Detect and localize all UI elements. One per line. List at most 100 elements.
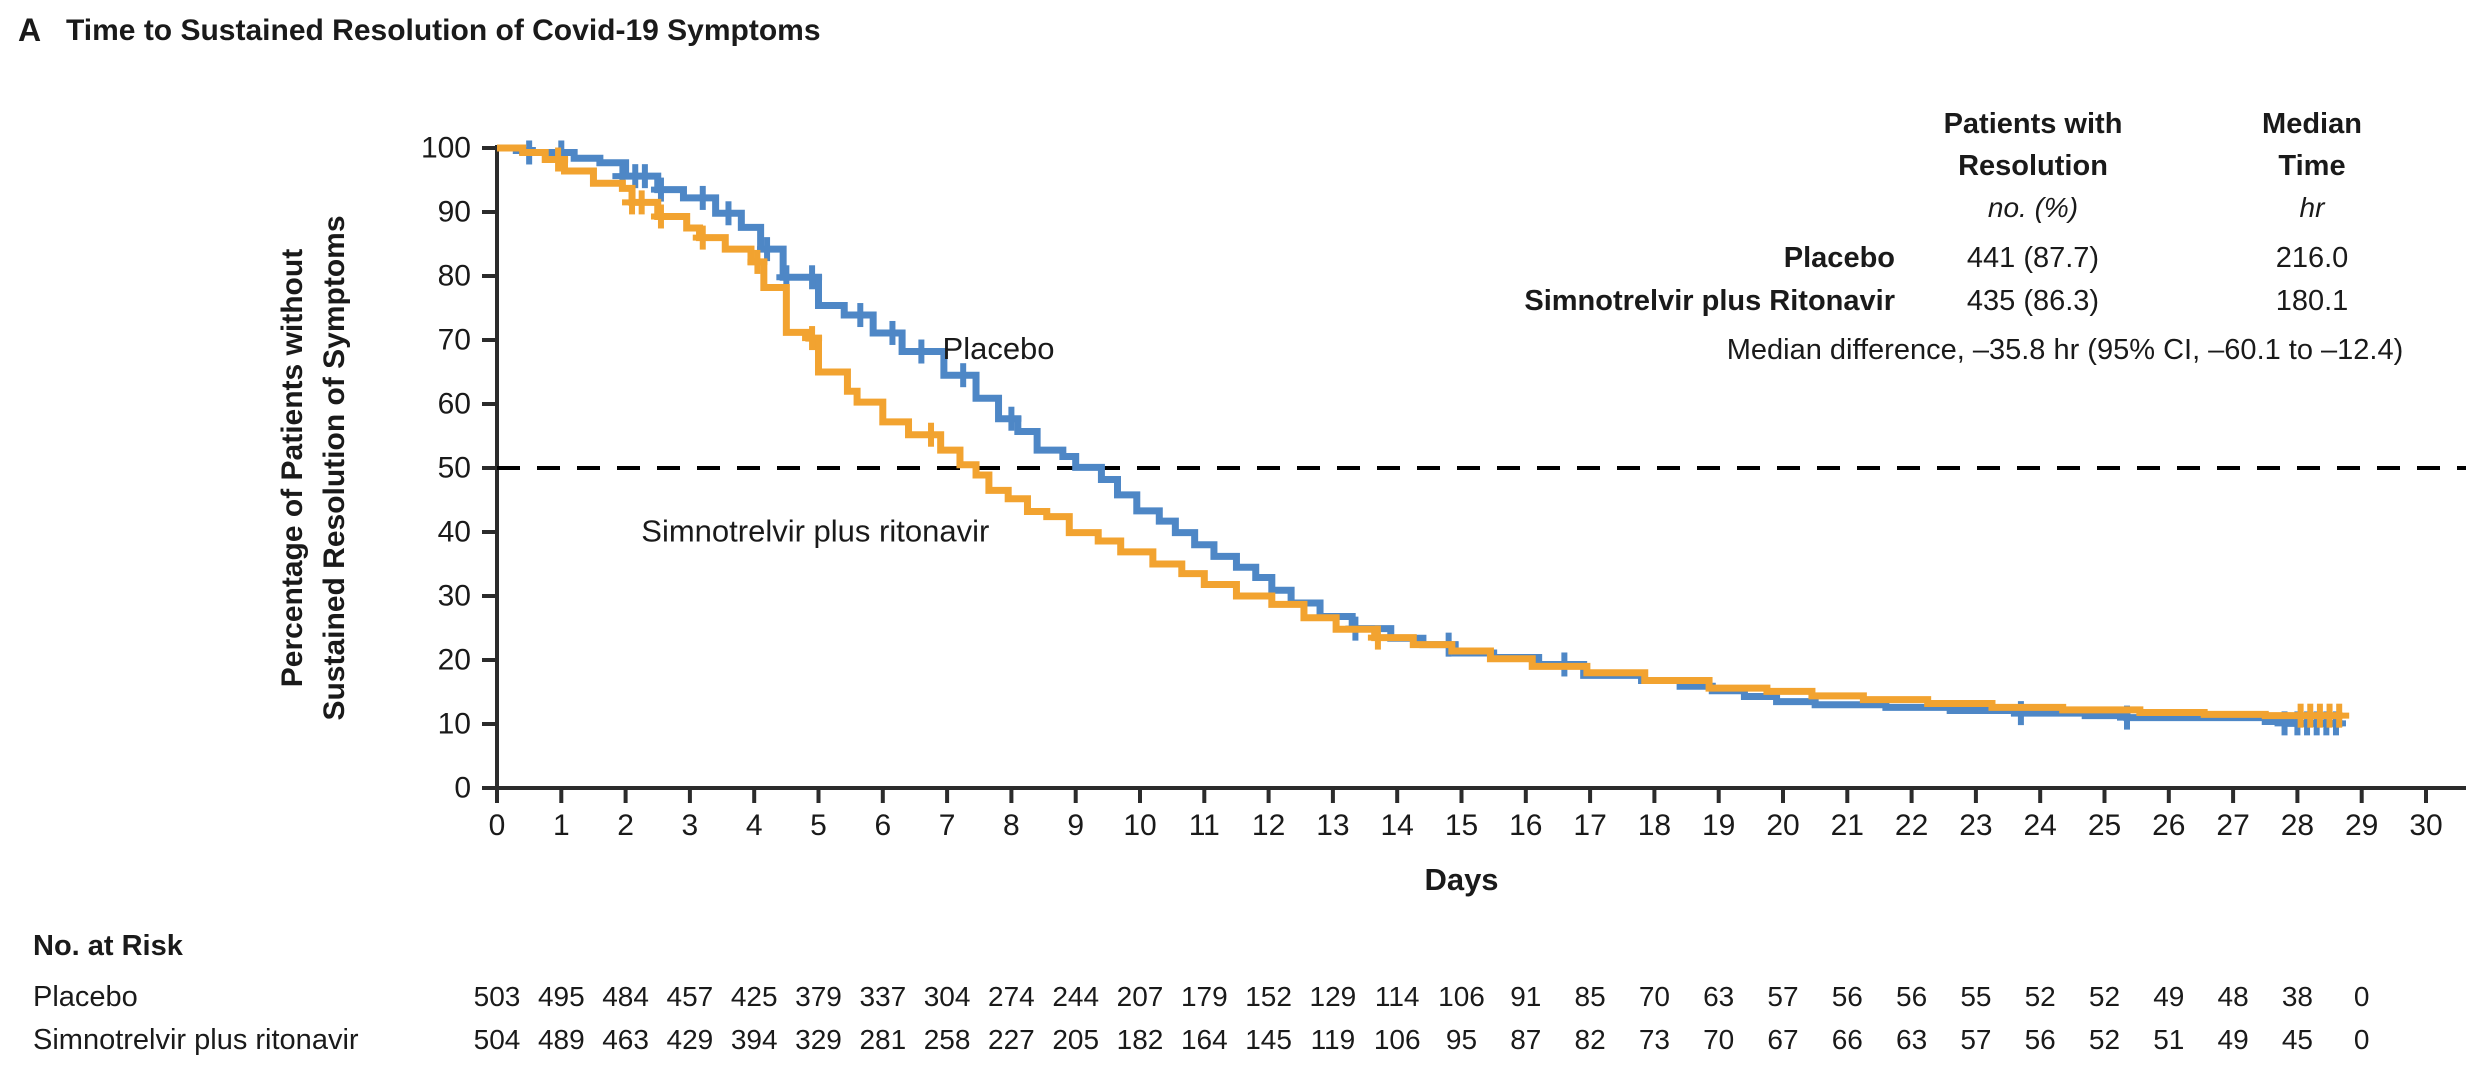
x-tick-label: 12: [1252, 809, 1285, 842]
at-risk-value: 304: [923, 981, 971, 1012]
x-tick-label: 29: [2345, 809, 2378, 842]
x-tick-label: 17: [1573, 809, 1606, 842]
x-tick-label: 0: [489, 809, 506, 842]
at-risk-value: 0: [2353, 981, 2370, 1012]
x-tick-label: 3: [682, 809, 699, 842]
x-tick-label: 18: [1638, 809, 1671, 842]
at-risk-value: 281: [859, 1024, 907, 1055]
at-risk-value: 51: [2153, 1024, 2185, 1055]
x-tick-label: 16: [1509, 809, 1542, 842]
stats-row-placebo-median: 216.0: [2275, 242, 2349, 274]
at-risk-value: 49: [2153, 981, 2185, 1012]
y-tick-label: 90: [438, 196, 471, 229]
at-risk-value: 145: [1245, 1024, 1292, 1055]
y-tick-label: 20: [438, 644, 471, 677]
at-risk-value: 66: [1831, 1024, 1863, 1055]
at-risk-value: 495: [537, 981, 585, 1012]
figure-title: Time to Sustained Resolution of Covid-19…: [66, 14, 821, 47]
x-tick-label: 28: [2281, 809, 2314, 842]
y-tick-label: 50: [438, 452, 471, 485]
y-axis-title-line2: Sustained Resolution of Symptoms: [318, 215, 351, 720]
at-risk-value: 457: [666, 981, 714, 1012]
x-tick-label: 22: [1895, 809, 1928, 842]
at-risk-value: 63: [1703, 981, 1735, 1012]
stats-row-simnotrelvir-resolution: 435 (86.3): [1966, 285, 2100, 317]
curve-label-simnotrelvir: Simnotrelvir plus ritonavir: [641, 514, 989, 549]
at-risk-value: 57: [1960, 1024, 1992, 1055]
at-risk-value: 425: [730, 981, 778, 1012]
at-risk-value: 179: [1180, 981, 1228, 1012]
at-risk-value: 274: [988, 981, 1035, 1012]
at-risk-value: 55: [1960, 981, 1992, 1012]
x-tick-label: 19: [1702, 809, 1735, 842]
km-curve-simnotrelvir: [497, 144, 2343, 720]
x-tick-label: 20: [1766, 809, 1799, 842]
x-axis-title: Days: [1424, 862, 1498, 897]
y-tick-label: 40: [438, 516, 471, 549]
x-tick-label: 21: [1831, 809, 1864, 842]
x-tick-label: 13: [1316, 809, 1349, 842]
at-risk-value: 205: [1052, 1024, 1100, 1055]
stats-row-label-placebo: Placebo: [1783, 242, 1895, 274]
at-risk-value: 48: [2217, 981, 2249, 1012]
at-risk-value: 379: [795, 981, 842, 1012]
at-risk-value: 73: [1638, 1024, 1670, 1055]
x-tick-label: 23: [1959, 809, 1992, 842]
at-risk-value: 70: [1703, 1024, 1735, 1055]
at-risk-value: 337: [859, 981, 907, 1012]
x-tick-label: 27: [2216, 809, 2249, 842]
y-axis-title-line1: Percentage of Patients without: [276, 249, 309, 687]
stats-row-placebo-resolution: 441 (87.7): [1966, 242, 2100, 274]
at-risk-value: 52: [2024, 981, 2056, 1012]
x-tick-label: 10: [1123, 809, 1156, 842]
at-risk-value: 394: [730, 1024, 778, 1055]
x-tick-label: 15: [1445, 809, 1478, 842]
at-risk-value: 152: [1245, 981, 1292, 1012]
at-risk-value: 56: [2024, 1024, 2056, 1055]
y-tick-label: 10: [438, 708, 471, 741]
y-tick-label: 30: [438, 580, 471, 613]
x-tick-label: 6: [874, 809, 891, 842]
at-risk-value: 95: [1445, 1024, 1478, 1055]
curve-label-placebo: Placebo: [943, 331, 1055, 366]
x-tick-label: 25: [2088, 809, 2121, 842]
x-tick-label: 7: [939, 809, 956, 842]
x-tick-label: 5: [810, 809, 827, 842]
at-risk-value: 82: [1574, 1024, 1606, 1055]
x-tick-label: 2: [617, 809, 634, 842]
at-risk-value: 70: [1638, 981, 1670, 1012]
at-risk-value: 38: [2281, 981, 2313, 1012]
at-risk-value: 503: [473, 981, 521, 1012]
x-tick-label: 14: [1381, 809, 1414, 842]
x-tick-label: 26: [2152, 809, 2185, 842]
y-tick-label: 100: [421, 132, 471, 165]
at-risk-value: 67: [1767, 1024, 1799, 1055]
stats-col2-header-1: Median: [2262, 108, 2362, 140]
at-risk-value: 463: [602, 1024, 649, 1055]
at-risk-value: 56: [1831, 981, 1863, 1012]
at-risk-value: 91: [1510, 981, 1542, 1012]
at-risk-value: 106: [1373, 1024, 1421, 1055]
at-risk-value: 56: [1896, 981, 1928, 1012]
at-risk-value: 57: [1767, 981, 1799, 1012]
at-risk-value: 52: [2088, 981, 2121, 1012]
at-risk-value: 504: [473, 1024, 521, 1055]
at-risk-value: 258: [923, 1024, 971, 1055]
at-risk-value: 49: [2217, 1024, 2249, 1055]
stats-row-simnotrelvir-median: 180.1: [2275, 285, 2349, 317]
y-tick-label: 0: [454, 772, 471, 805]
at-risk-value: 119: [1310, 1024, 1356, 1055]
stats-row-label-simnotrelvir: Simnotrelvir plus Ritonavir: [1524, 285, 1895, 317]
at-risk-value: 429: [666, 1024, 714, 1055]
at-risk-value: 0: [2353, 1024, 2370, 1055]
at-risk-value: 114: [1374, 981, 1420, 1012]
at-risk-value: 45: [2281, 1024, 2313, 1055]
x-tick-label: 24: [2024, 809, 2057, 842]
at-risk-value: 329: [795, 1024, 842, 1055]
at-risk-value: 106: [1438, 981, 1485, 1012]
no-at-risk-title: No. at Risk: [33, 930, 183, 962]
at-risk-value: 87: [1510, 1024, 1542, 1055]
at-risk-value: 164: [1180, 1024, 1228, 1055]
